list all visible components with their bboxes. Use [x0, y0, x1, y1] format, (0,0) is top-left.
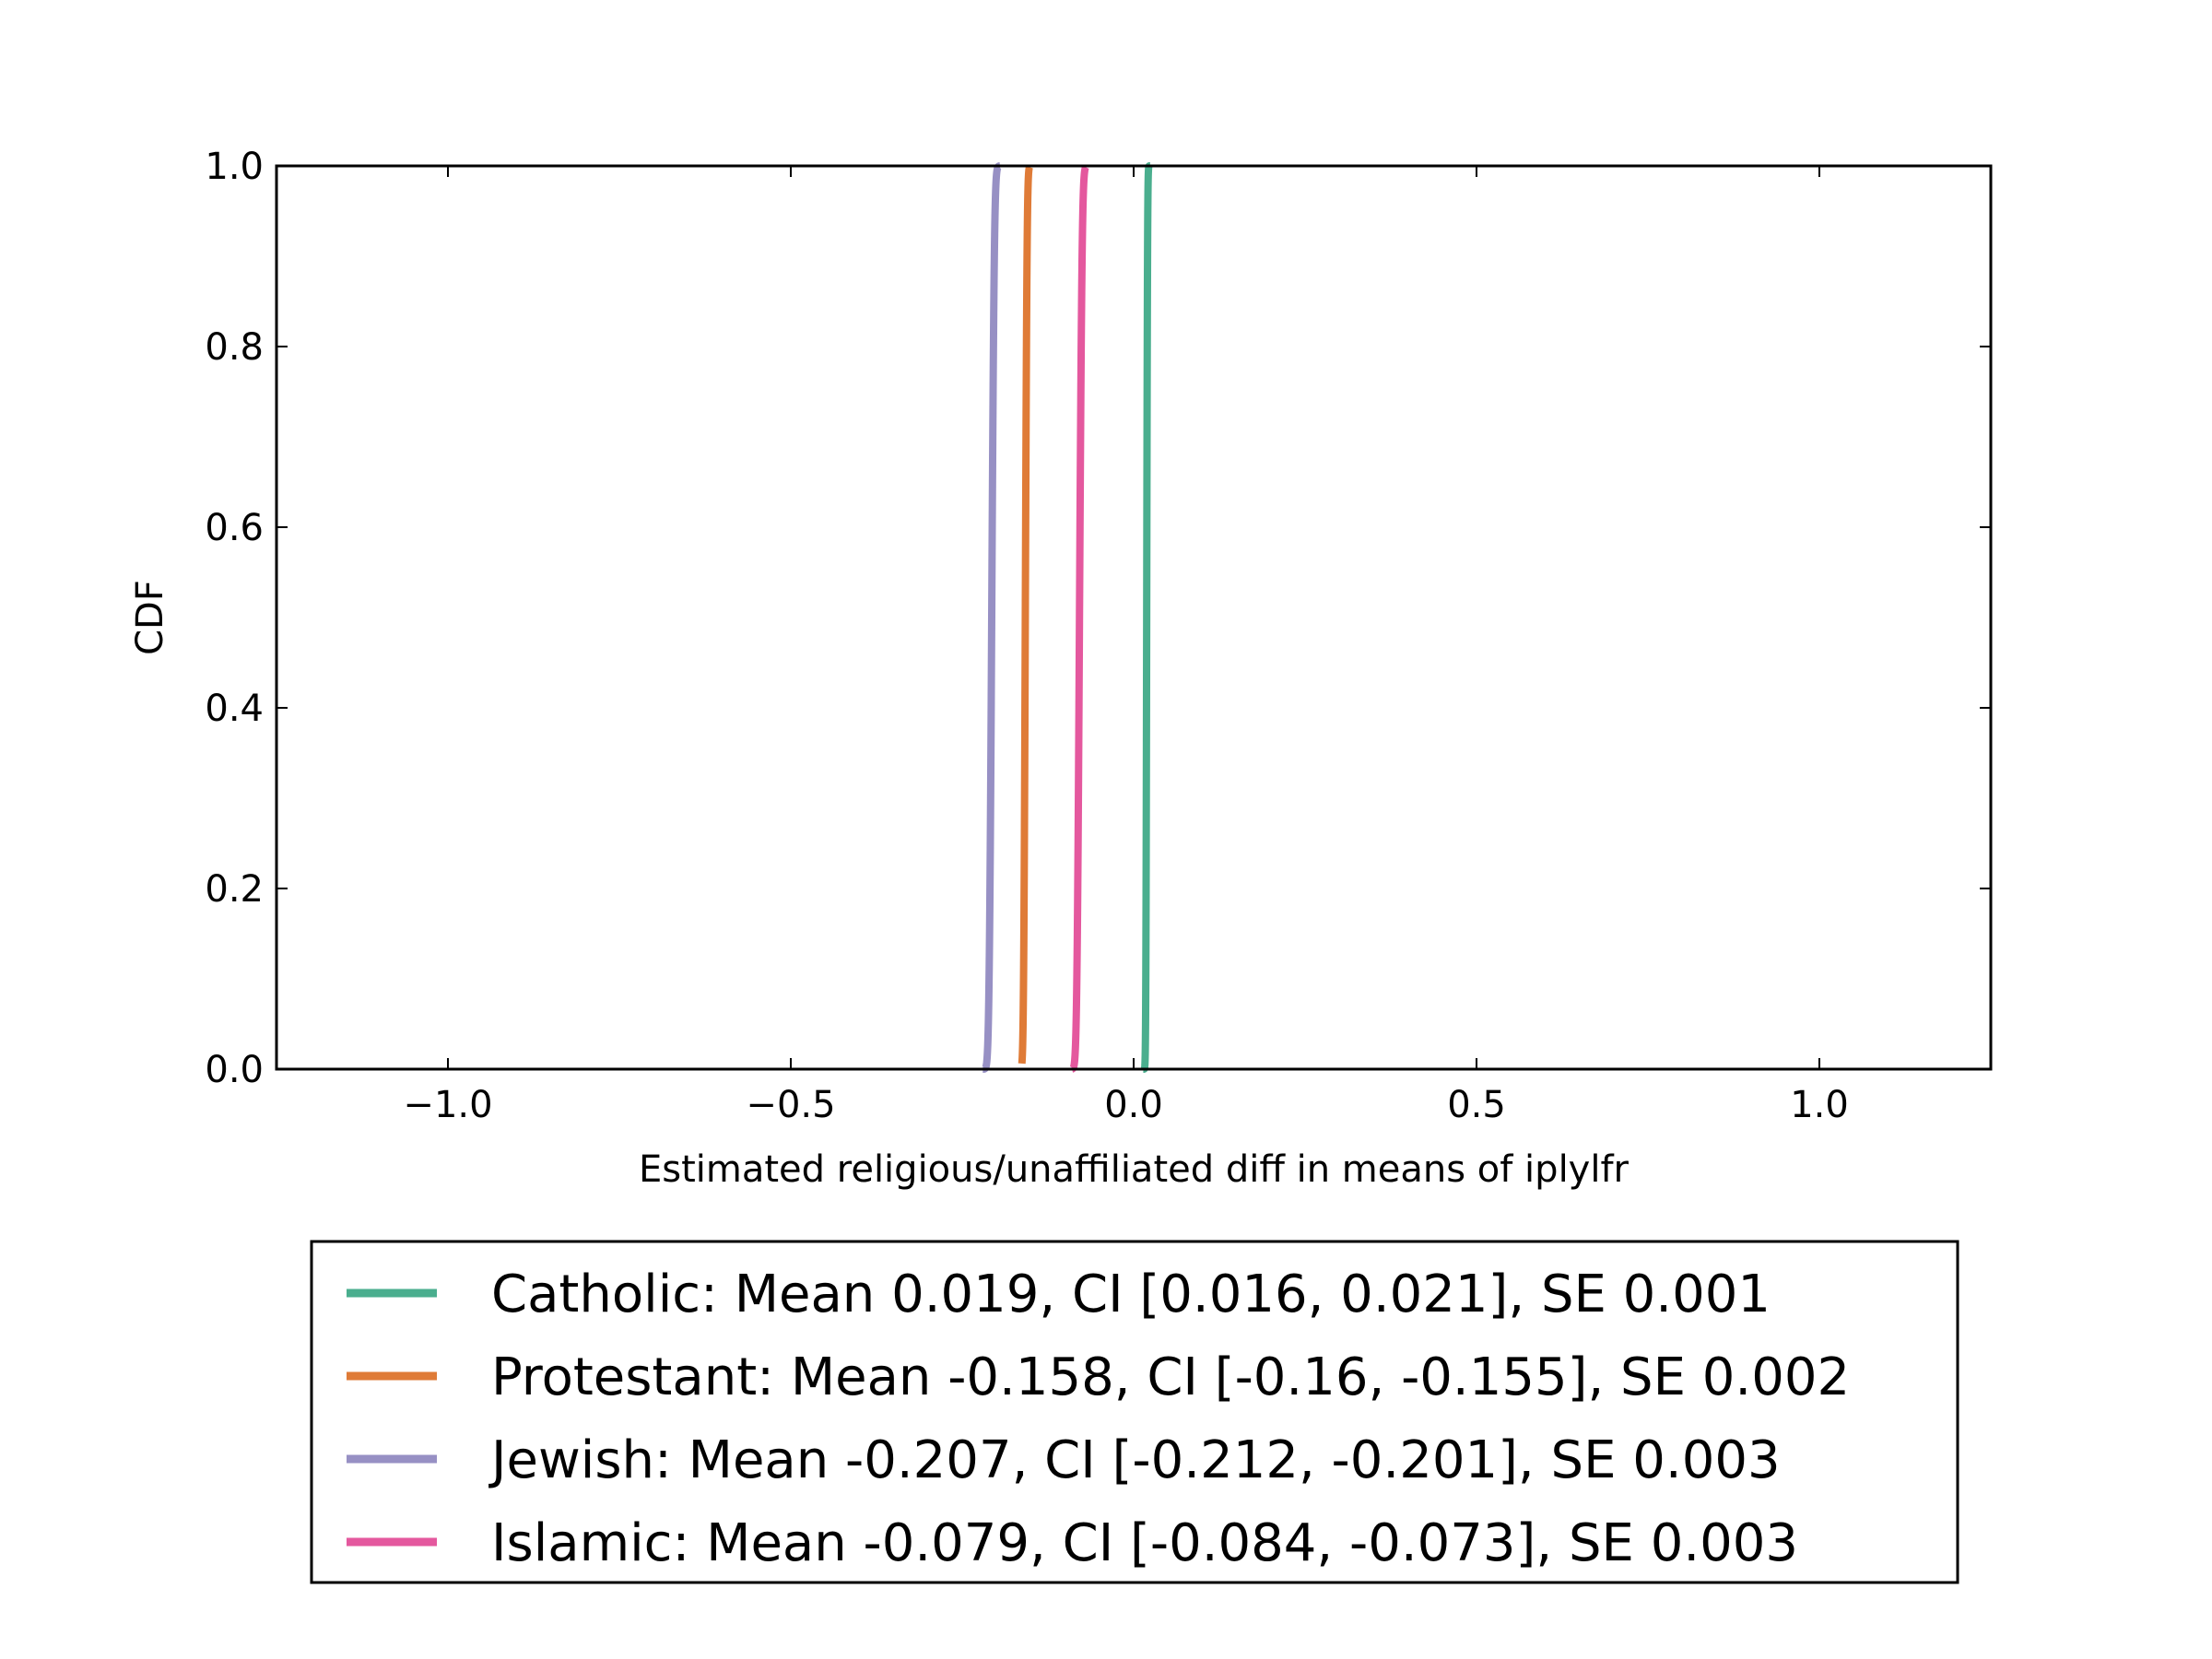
series-line-catholic — [1139, 162, 1154, 1073]
legend-entry-protestant: Protestant: Mean -0.158, CI [-0.16, -0.1… — [347, 1347, 1850, 1407]
series-line-jewish — [979, 162, 1004, 1073]
legend-entry-islamic: Islamic: Mean -0.079, CI [-0.084, -0.073… — [347, 1513, 1798, 1573]
legend-entries: Catholic: Mean 0.019, CI [0.016, 0.021],… — [347, 1265, 1850, 1573]
y-tick-label: 0.0 — [205, 1049, 264, 1091]
legend-label: Catholic: Mean 0.019, CI [0.016, 0.021],… — [491, 1265, 1771, 1324]
series-line-islamic — [1068, 163, 1089, 1073]
y-tick-label: 0.4 — [205, 688, 264, 730]
x-axis-label: Estimated religious/unaffiliated diff in… — [639, 1148, 1630, 1191]
legend-label: Jewish: Mean -0.207, CI [-0.212, -0.201]… — [488, 1430, 1781, 1490]
series-line-protestant — [1018, 163, 1033, 1066]
x-tick-label: 0.0 — [1104, 1084, 1163, 1126]
legend-frame — [310, 1240, 1959, 1584]
y-tick-label: 1.0 — [205, 146, 264, 188]
x-tick-label: −0.5 — [746, 1084, 835, 1126]
x-tick-label: −1.0 — [403, 1084, 492, 1126]
legend-entry-jewish: Jewish: Mean -0.207, CI [-0.212, -0.201]… — [347, 1430, 1781, 1490]
y-tick-label: 0.8 — [205, 326, 264, 369]
y-axis-label: CDF — [129, 580, 171, 655]
y-tick-label: 0.2 — [205, 868, 264, 911]
legend-label: Islamic: Mean -0.079, CI [-0.084, -0.073… — [491, 1513, 1798, 1573]
y-tick-label: 0.6 — [205, 507, 264, 549]
x-tick-label: 1.0 — [1790, 1084, 1849, 1126]
legend-entry-catholic: Catholic: Mean 0.019, CI [0.016, 0.021],… — [347, 1265, 1771, 1324]
x-tick-label: 0.5 — [1447, 1084, 1506, 1126]
ticks-layer: −1.0 −0.5 0.0 0.5 1.0 0.0 0.2 0.4 0.6 0.8 1.0 — [205, 146, 1991, 1126]
legend: Catholic: Mean 0.019, CI [0.016, 0.021],… — [310, 1240, 1959, 1584]
legend-label: Protestant: Mean -0.158, CI [-0.16, -0.1… — [491, 1347, 1850, 1407]
